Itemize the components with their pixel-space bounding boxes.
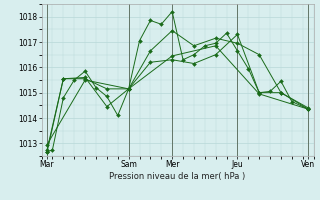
X-axis label: Pression niveau de la mer( hPa ): Pression niveau de la mer( hPa ) [109,172,246,181]
